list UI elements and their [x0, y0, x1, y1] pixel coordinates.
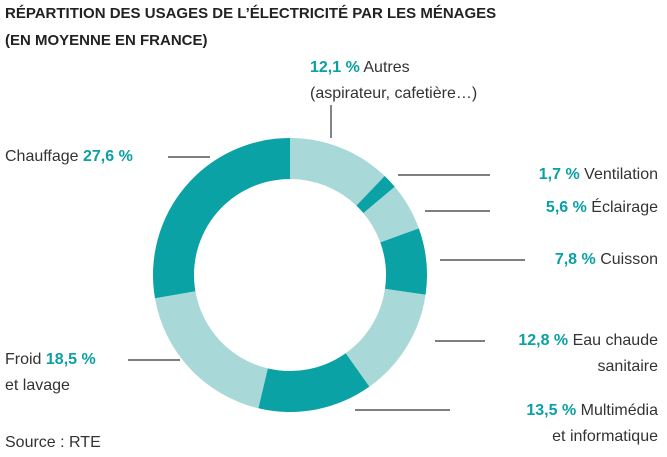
- donut-segment: [290, 138, 385, 206]
- category-label: Autres: [363, 59, 409, 76]
- donut-segment: [154, 291, 268, 409]
- segment-label: 7,8 % Cuisson: [555, 251, 658, 268]
- segment-label: Chauffage 27,6 %: [5, 148, 133, 165]
- category-label: Cuisson: [600, 251, 658, 268]
- value-label: 27,6 %: [83, 148, 133, 165]
- value-label: 1,7 %: [539, 166, 580, 183]
- category-label: Chauffage: [5, 148, 79, 165]
- donut-segment: [153, 138, 290, 299]
- segment-label: 13,5 % Multimédia: [526, 402, 658, 419]
- value-label: 12,1 %: [310, 59, 360, 76]
- category-label: Froid: [5, 351, 41, 368]
- category-label: sanitaire: [598, 358, 659, 375]
- chart-title: RÉPARTITION DES USAGES DE L’ÉLECTRICITÉ …: [5, 5, 496, 22]
- value-label: 18,5 %: [46, 351, 96, 368]
- value-label: 7,8 %: [555, 251, 596, 268]
- chart-subtitle: (EN MOYENNE EN FRANCE): [5, 32, 208, 49]
- segment-label: 12,1 % Autres: [310, 59, 410, 76]
- segment-label: 1,7 % Ventilation: [539, 166, 658, 183]
- category-label: Multimédia: [581, 402, 658, 419]
- value-label: 13,5 %: [526, 402, 576, 419]
- donut-segment: [345, 288, 426, 387]
- donut-segment: [356, 176, 395, 214]
- category-label: et informatique: [552, 428, 658, 445]
- value-label: 5,6 %: [546, 199, 587, 216]
- category-label: Ventilation: [584, 166, 658, 183]
- donut-segment: [363, 186, 419, 243]
- category-label: Eau chaude: [573, 332, 659, 349]
- segment-label: 5,6 % Éclairage: [546, 197, 658, 216]
- donut-segment: [258, 353, 370, 412]
- donut-segment: [380, 228, 427, 295]
- category-label: Éclairage: [591, 197, 658, 216]
- category-label: et lavage: [5, 377, 70, 394]
- category-label: (aspirateur, cafetière…): [310, 85, 477, 102]
- segment-label: 12,8 % Eau chaude: [518, 332, 658, 349]
- segment-label: Froid 18,5 %: [5, 351, 96, 368]
- value-label: 12,8 %: [518, 332, 568, 349]
- source: Source : RTE: [5, 434, 101, 451]
